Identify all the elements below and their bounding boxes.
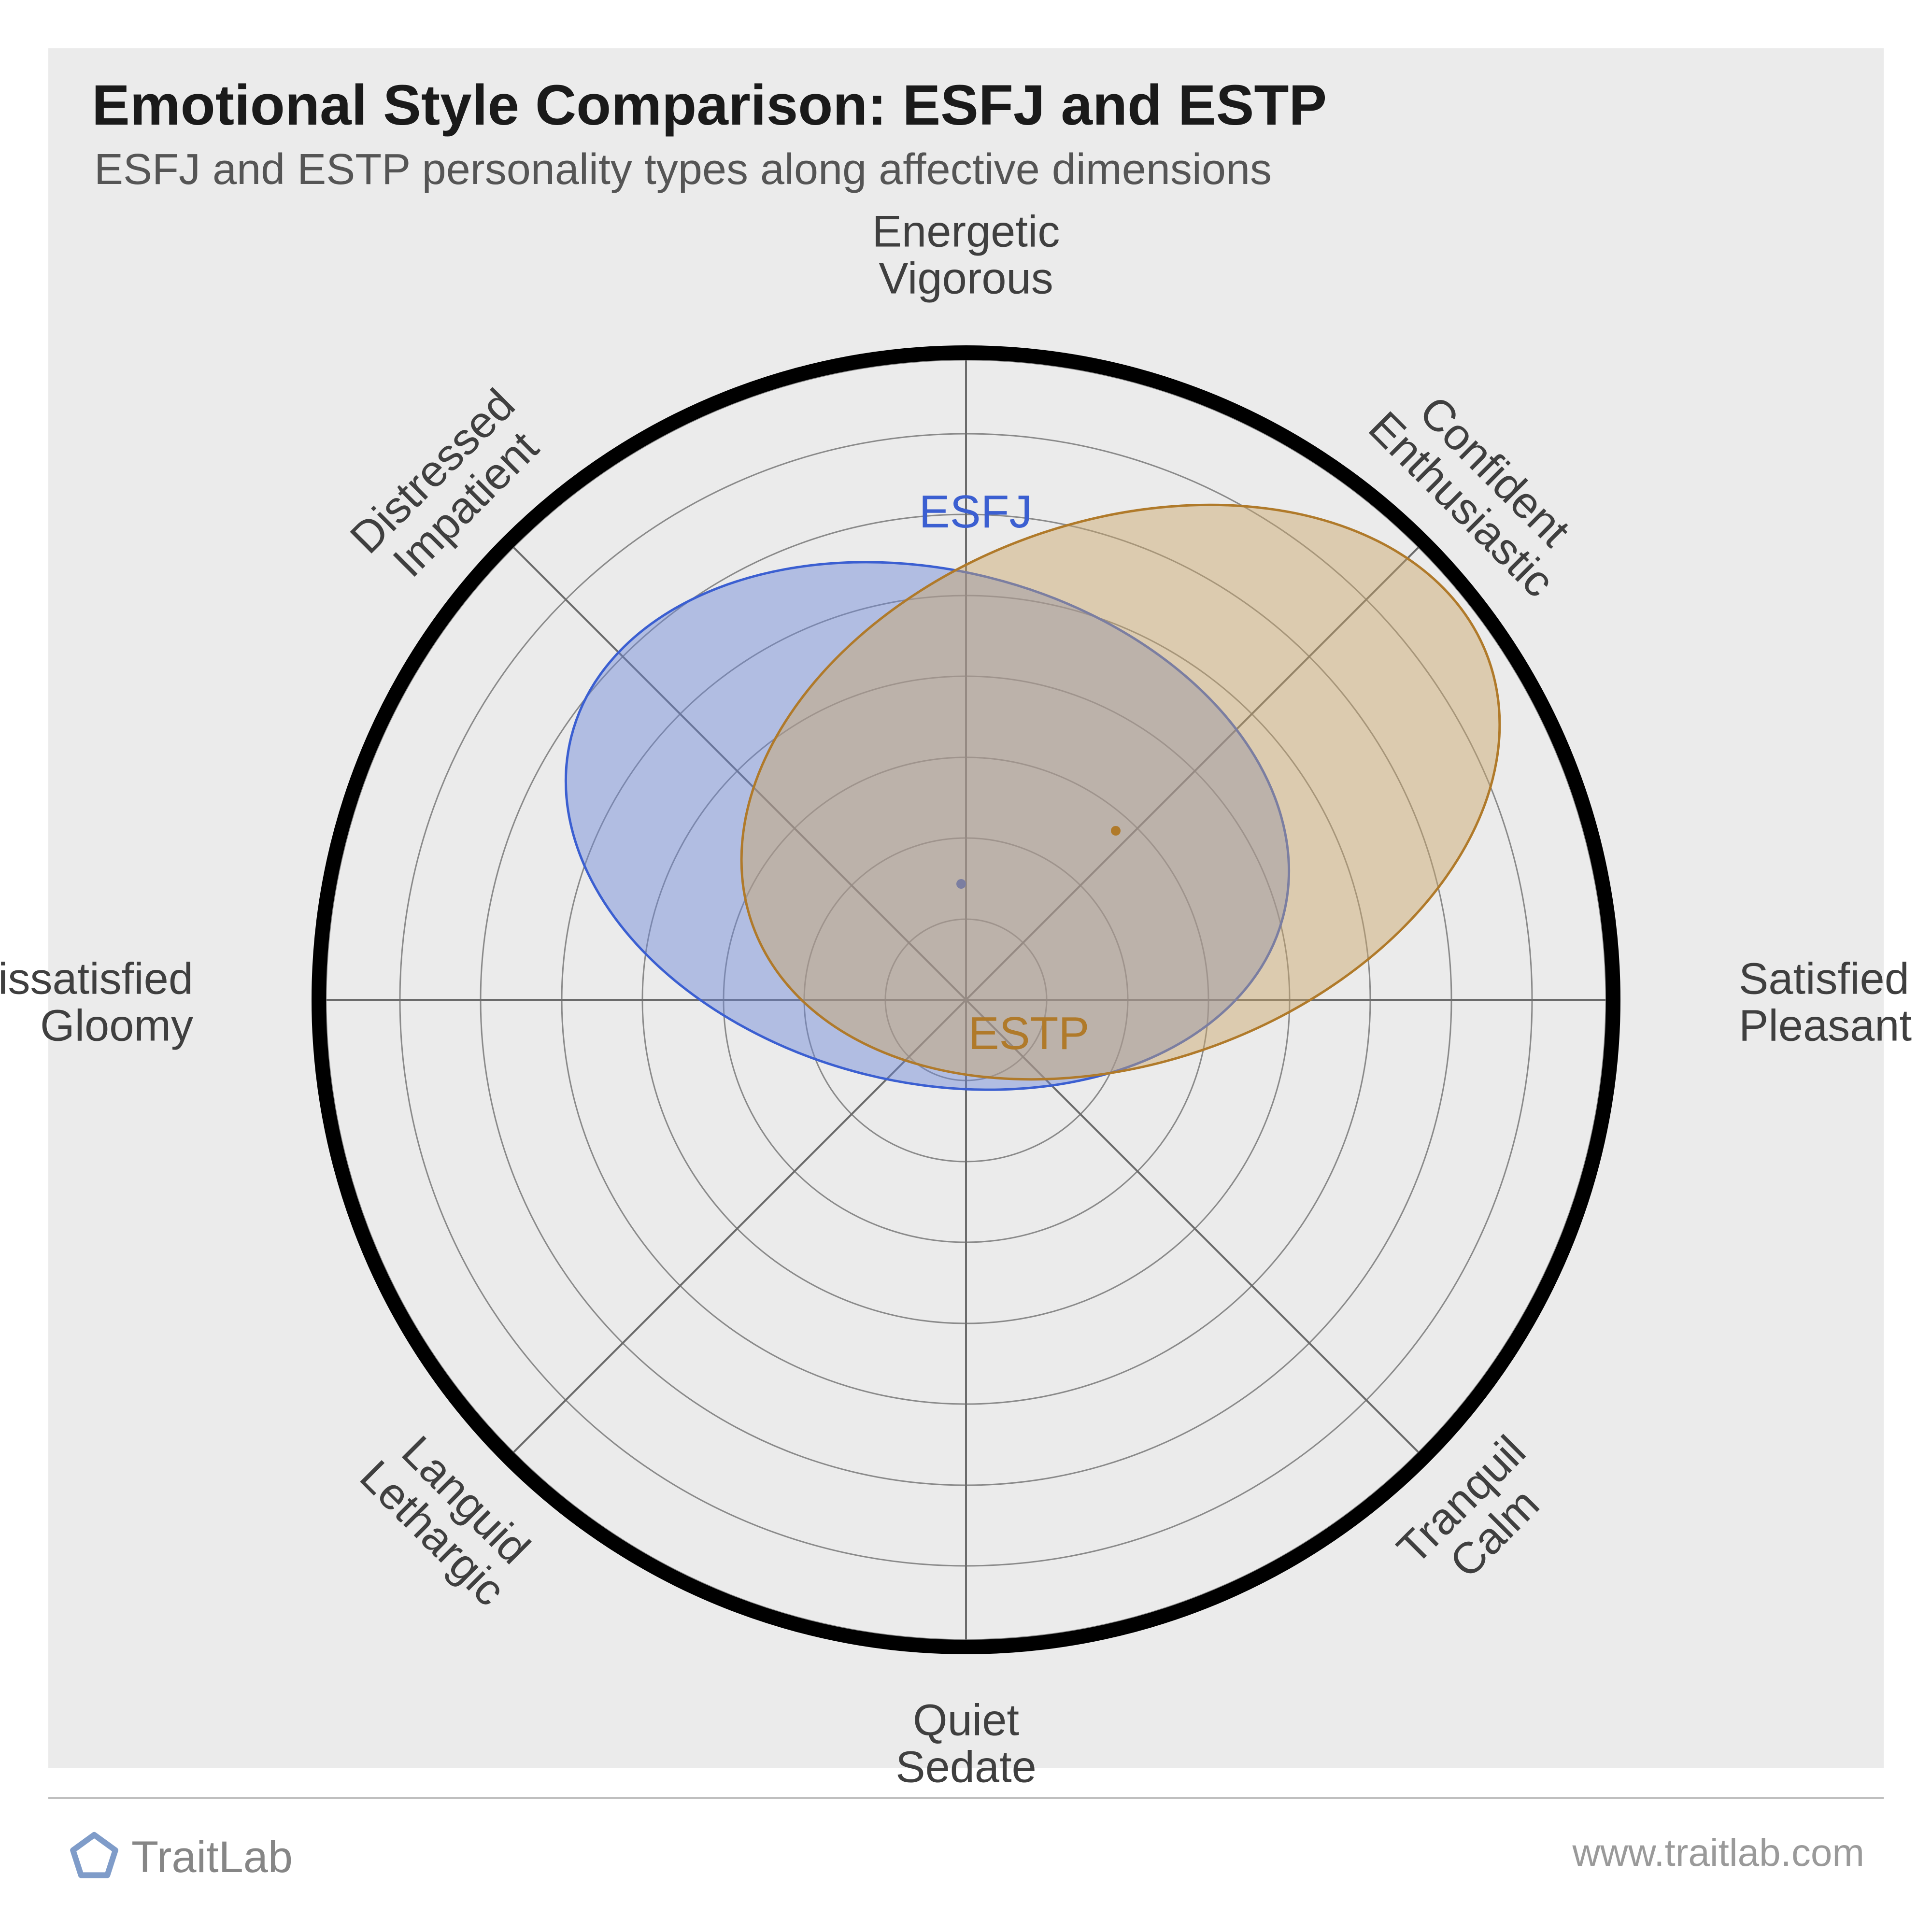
axis-label: Energetic Vigorous — [872, 208, 1060, 301]
series-label-estp: ESTP — [968, 1007, 1090, 1060]
series-label-esfj: ESFJ — [919, 485, 1033, 539]
footer-brand: TraitLab — [68, 1831, 293, 1884]
axis-label: Dissatisfied Gloomy — [0, 955, 193, 1049]
brand-name: TraitLab — [131, 1832, 293, 1883]
footer-divider — [48, 1797, 1884, 1799]
axis-label: Quiet Sedate — [895, 1697, 1037, 1790]
series-centroid-estp — [1111, 826, 1121, 836]
brand-logo-icon — [68, 1831, 121, 1884]
footer-url: www.traitlab.com — [1572, 1831, 1864, 1875]
chart-canvas: Emotional Style Comparison: ESFJ and EST… — [0, 0, 1932, 1932]
axis-label: Satisfied Pleasant — [1739, 955, 1912, 1049]
